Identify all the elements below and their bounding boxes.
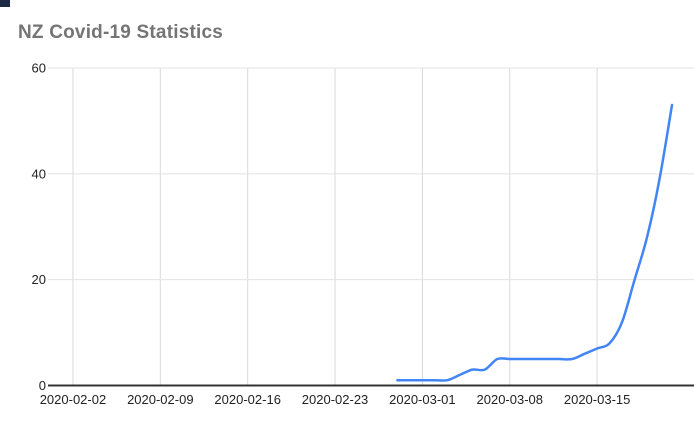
x-axis-labels: 2020-02-02 2020-02-09 2020-02-16 2020-02-23…: [40, 392, 631, 407]
y-tick-label: 0: [39, 378, 46, 393]
x-tick-label: 2020-02-09: [127, 392, 194, 407]
y-tick-label: 60: [32, 61, 46, 76]
corner-artifact: [0, 0, 10, 7]
x-tick-label: 2020-03-08: [477, 392, 544, 407]
x-tick-label: 2020-03-15: [564, 392, 631, 407]
chart-title: NZ Covid-19 Statistics: [18, 22, 224, 43]
data-line: [396, 103, 674, 382]
x-tick-label: 2020-03-01: [389, 392, 456, 407]
y-tick-label: 20: [32, 272, 46, 287]
y-axis-labels: 0 20 40 60: [32, 61, 46, 394]
vertical-gridlines: [72, 68, 598, 386]
y-tick-label: 40: [32, 166, 46, 181]
x-tick-label: 2020-02-02: [40, 392, 107, 407]
x-tick-label: 2020-02-23: [302, 392, 369, 407]
horizontal-gridlines: [48, 67, 694, 281]
x-tick-label: 2020-02-16: [214, 392, 281, 407]
series-cases: [396, 103, 674, 382]
